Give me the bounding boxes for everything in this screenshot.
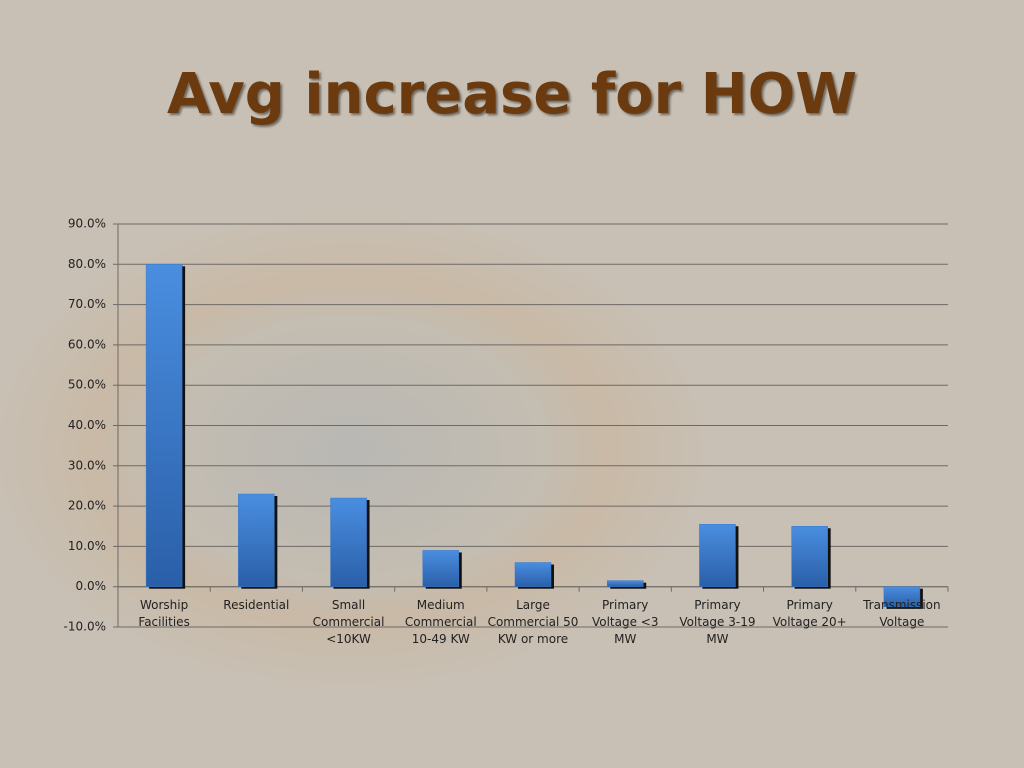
y-tick-label: 80.0%	[68, 257, 106, 271]
y-tick-label: 60.0%	[68, 337, 106, 351]
bar	[330, 497, 367, 587]
y-tick-label: 40.0%	[68, 418, 106, 432]
bar	[791, 526, 828, 587]
x-tick-label: Large Commercial 50 KW or more	[487, 598, 579, 646]
bar	[422, 550, 460, 587]
x-tick-label: Small Commercial <10KW	[312, 598, 385, 646]
y-tick-label: 0.0%	[76, 579, 107, 593]
bar	[238, 493, 275, 587]
x-tick-label: Worship Facilities	[138, 598, 190, 629]
x-tick-label: Primary Voltage <3 MW	[591, 598, 659, 646]
x-tick-label: Medium Commercial 10-49 KW	[404, 598, 477, 646]
bar	[514, 562, 552, 587]
bar	[699, 523, 736, 587]
chart-title: Avg increase for HOW	[166, 62, 858, 127]
x-tick-label: Residential	[223, 598, 290, 612]
y-tick-label: -10.0%	[64, 620, 106, 634]
y-tick-label: 10.0%	[68, 539, 106, 553]
x-tick-label: Primary Voltage 20+	[772, 598, 847, 629]
y-tick-label: 20.0%	[68, 499, 106, 513]
bar	[883, 586, 921, 608]
y-tick-label: 90.0%	[68, 217, 106, 231]
y-tick-label: 30.0%	[68, 458, 106, 472]
y-tick-label: 50.0%	[68, 378, 106, 392]
bar	[145, 264, 183, 587]
x-tick-label: Transmission Voltage	[863, 598, 941, 629]
bar	[606, 580, 644, 587]
y-tick-label: 70.0%	[68, 297, 106, 311]
x-tick-label: Primary Voltage 3-19 MW	[679, 598, 756, 646]
